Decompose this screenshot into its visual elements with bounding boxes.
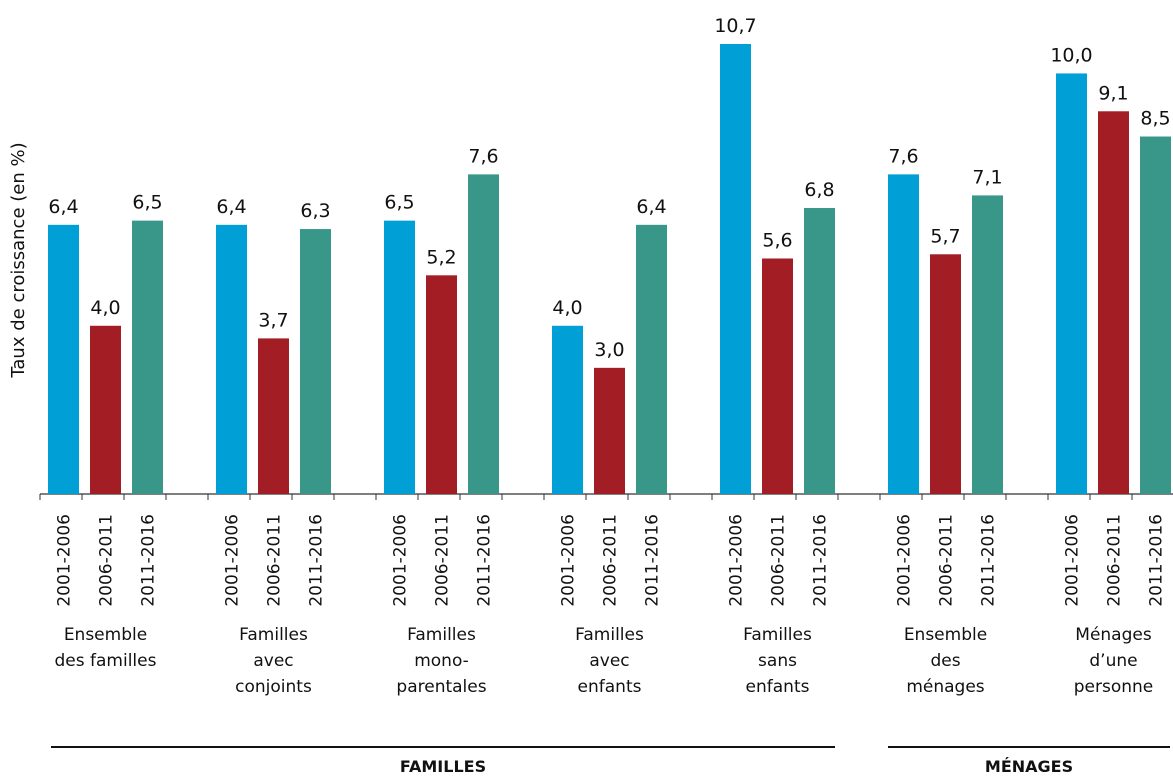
- data-label: 8,5: [1140, 108, 1170, 130]
- x-tick-label: 2006-2011: [601, 514, 621, 607]
- data-label: 7,6: [888, 145, 918, 167]
- x-tick-label: 2011-2016: [139, 514, 159, 607]
- x-tick-label: 2006-2011: [769, 514, 789, 607]
- bar: [48, 224, 79, 494]
- group-label: enfants: [746, 677, 810, 697]
- data-label: 10,7: [714, 15, 756, 37]
- bar: [636, 224, 667, 494]
- x-tick-label: 2011-2016: [979, 514, 999, 607]
- group-label: mono-: [414, 651, 469, 671]
- bar: [888, 174, 919, 494]
- data-label: 9,1: [1098, 82, 1128, 104]
- x-tick-label: 2011-2016: [643, 514, 663, 607]
- data-label: 6,4: [216, 196, 246, 218]
- x-tick-label: 2011-2016: [475, 514, 495, 607]
- bar: [930, 254, 961, 494]
- group-label: Ensemble: [64, 625, 147, 645]
- x-tick-label: 2001-2006: [55, 514, 75, 607]
- group-label: avec: [589, 651, 629, 671]
- bar: [300, 229, 331, 494]
- x-tick-label: 2006-2011: [433, 514, 453, 607]
- x-tick-label: 2006-2011: [937, 514, 957, 607]
- x-tick-label: 2011-2016: [811, 514, 831, 607]
- bar: [258, 338, 289, 494]
- bar: [1140, 136, 1171, 494]
- data-label: 6,8: [804, 179, 834, 201]
- bar: [216, 224, 247, 494]
- x-tick-label: 2001-2006: [1063, 514, 1083, 607]
- group-label: parentales: [396, 677, 486, 697]
- bar: [384, 220, 415, 495]
- x-tick-label: 2001-2006: [727, 514, 747, 607]
- data-label: 3,0: [594, 339, 624, 361]
- data-label: 3,7: [258, 309, 288, 331]
- group-label: personne: [1074, 677, 1154, 697]
- group-label: avec: [253, 651, 293, 671]
- group-label: Familles: [743, 625, 812, 645]
- bar: [972, 195, 1003, 495]
- group-label: des: [930, 651, 960, 671]
- data-label: 5,7: [930, 225, 960, 247]
- x-tick-label: 2011-2016: [1147, 514, 1167, 607]
- group-label: ménages: [906, 677, 984, 697]
- data-label: 5,6: [762, 229, 792, 251]
- y-axis-label: Taux de croissance (en %): [8, 142, 29, 378]
- x-tick-label: 2001-2006: [559, 514, 579, 607]
- data-label: 6,4: [636, 196, 666, 218]
- section-label: FAMILLES: [400, 757, 486, 776]
- x-tick-label: 2011-2016: [307, 514, 327, 607]
- x-tick-label: 2006-2011: [265, 514, 285, 607]
- bar: [552, 325, 583, 494]
- bar: [468, 174, 499, 494]
- data-label: 6,4: [48, 196, 78, 218]
- data-label: 5,2: [426, 246, 456, 268]
- data-label: 6,3: [300, 200, 330, 222]
- section-label: MÉNAGES: [985, 757, 1073, 776]
- group-label: d’une: [1089, 651, 1137, 671]
- data-label: 6,5: [132, 192, 162, 214]
- x-tick-label: 2006-2011: [1105, 514, 1125, 607]
- bar: [426, 275, 457, 494]
- group-label: des familles: [55, 651, 157, 671]
- x-tick-label: 2001-2006: [895, 514, 915, 607]
- data-label: 4,0: [90, 297, 120, 319]
- group-label: Familles: [239, 625, 308, 645]
- data-label: 10,0: [1050, 44, 1092, 66]
- data-label: 6,5: [384, 192, 414, 214]
- group-label: Familles: [407, 625, 476, 645]
- group-label: enfants: [578, 677, 642, 697]
- bar: [90, 325, 121, 494]
- bar: [132, 220, 163, 495]
- group-label: conjoints: [235, 677, 312, 697]
- bar: [762, 258, 793, 494]
- bar: [1098, 111, 1129, 494]
- data-label: 7,1: [972, 166, 1002, 188]
- group-label: Ensemble: [904, 625, 987, 645]
- group-label: Ménages: [1075, 625, 1152, 645]
- x-tick-label: 2001-2006: [223, 514, 243, 607]
- bar: [804, 208, 835, 495]
- x-tick-label: 2001-2006: [391, 514, 411, 607]
- data-label: 4,0: [552, 297, 582, 319]
- x-tick-label: 2006-2011: [97, 514, 117, 607]
- data-label: 7,6: [468, 145, 498, 167]
- group-label: Familles: [575, 625, 644, 645]
- group-label: sans: [758, 651, 797, 671]
- bar: [594, 367, 625, 494]
- bar: [1056, 73, 1087, 494]
- bar: [720, 44, 751, 494]
